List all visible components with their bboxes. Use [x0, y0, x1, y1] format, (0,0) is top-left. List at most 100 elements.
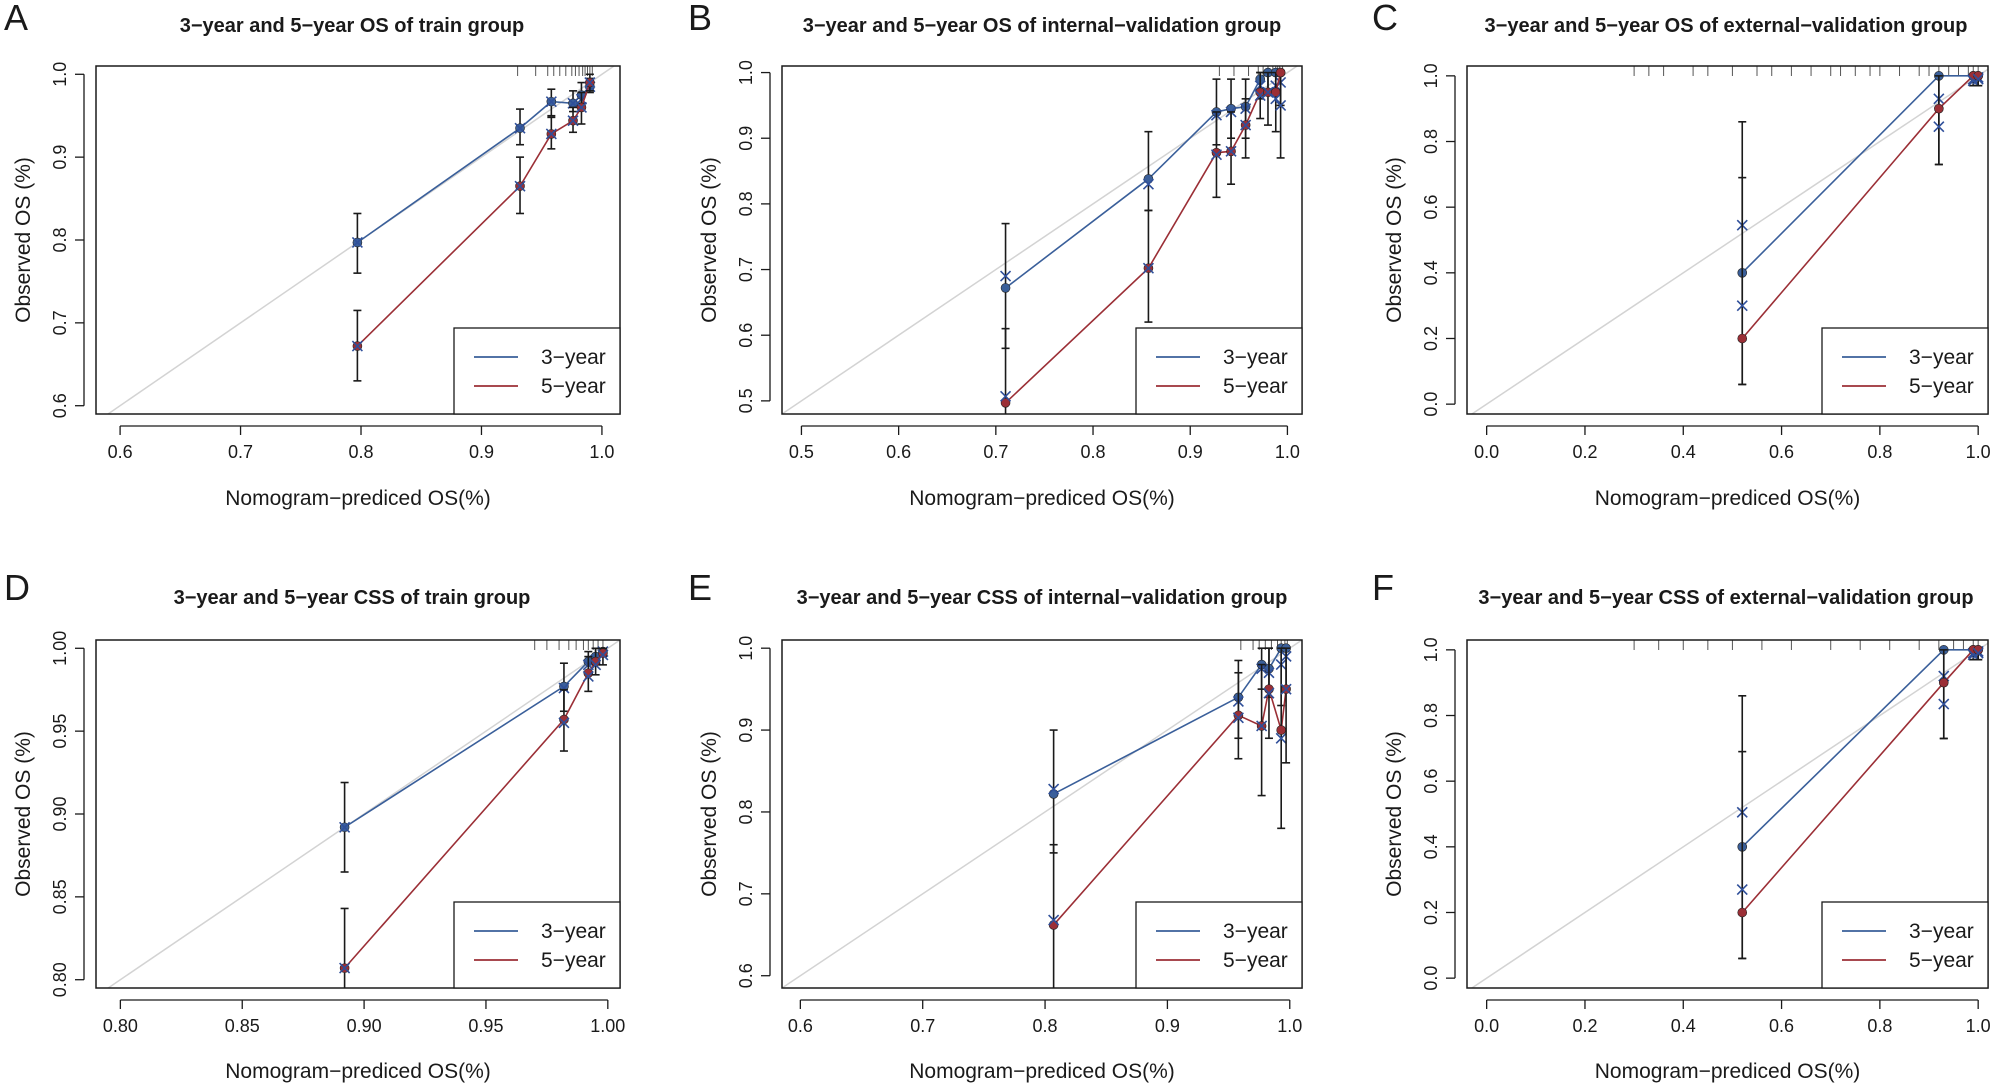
legend-label: 5−year: [1909, 375, 1974, 398]
bootstrap-marker: [999, 390, 1012, 402]
bootstrap-marker: [1270, 93, 1282, 105]
bootstrap-marker: [567, 115, 579, 127]
ideal-diagonal: [782, 640, 1302, 988]
bootstrap-marker: [545, 96, 557, 108]
bootstrap-marker: [1275, 99, 1287, 111]
x-tick-label: 0.80: [103, 1016, 138, 1036]
observed-point: [1276, 725, 1286, 735]
x-axis-label: Nomogram−prediced OS(%): [225, 1060, 491, 1083]
panel-letter: D: [4, 567, 30, 608]
legend-label: 5−year: [1223, 949, 1288, 972]
x-tick-label: 0.4: [1671, 442, 1696, 462]
panel-letter: B: [688, 0, 712, 38]
y-tick-label: 0.7: [736, 881, 756, 906]
observed-point: [583, 668, 594, 678]
observed-point: [1737, 907, 1748, 918]
x-tick-label: 1.00: [590, 1016, 625, 1036]
chart-title: 3−year and 5−year OS of train group: [180, 15, 525, 37]
y-tick-label: 1.0: [1421, 63, 1441, 88]
plot-frame: [1466, 639, 1989, 989]
panel-letter: F: [1372, 567, 1394, 608]
observed-point: [1048, 789, 1059, 799]
bootstrap-marker: [1210, 149, 1223, 161]
bootstrap-marker: [1256, 720, 1268, 732]
x-tick-label: 1.0: [1277, 1016, 1302, 1036]
y-tick-label: 0.4: [1421, 834, 1441, 859]
bootstrap-marker: [567, 97, 579, 109]
x-tick-label: 0.5: [789, 442, 814, 462]
y-tick-label: 0.9: [736, 718, 756, 743]
y-tick-label: 0.0: [1421, 392, 1441, 417]
legend-label: 3−year: [541, 920, 606, 943]
y-tick-label: 0.2: [1421, 326, 1441, 351]
legend-box: [1821, 327, 1989, 415]
bootstrap-marker: [575, 101, 588, 113]
observed-point: [1938, 677, 1949, 688]
y-tick-label: 0.9: [50, 145, 70, 170]
x-tick-label: 0.6: [788, 1016, 813, 1036]
y-tick-label: 0.0: [1421, 966, 1441, 991]
plot-frame: [781, 639, 1303, 989]
observed-point: [1233, 710, 1244, 721]
y-tick-label: 0.90: [50, 796, 70, 831]
chart-title: 3−year and 5−year OS of external−validat…: [1485, 15, 1968, 37]
x-tick-label: 0.8: [1867, 1016, 1892, 1036]
y-tick-label: 0.85: [50, 879, 70, 914]
bootstrap-marker: [582, 670, 594, 683]
bootstrap-marker: [514, 180, 526, 192]
y-tick-label: 1.0: [736, 60, 756, 85]
observed-point: [1000, 283, 1011, 293]
series-line-5year: [356, 82, 591, 347]
bootstrap-marker: [1280, 683, 1292, 695]
y-tick-label: 0.6: [736, 323, 756, 348]
x-tick-label: 0.8: [1033, 1016, 1058, 1036]
x-axis-label: Nomogram−prediced OS(%): [1595, 1060, 1861, 1083]
x-tick-label: 0.6: [1769, 1016, 1794, 1036]
y-axis-label: Observed OS (%): [1383, 731, 1406, 897]
legend-box: [1135, 901, 1303, 989]
panel-a: A 3−year and 5−year OS of train group 0.6 0…: [4, 0, 621, 510]
x-tick-label: 0.8: [1867, 442, 1892, 462]
bootstrap-marker: [999, 270, 1012, 282]
ideal-diagonal: [1471, 68, 1988, 414]
bootstrap-marker: [1933, 121, 1945, 133]
x-tick-label: 0.9: [469, 442, 494, 462]
y-tick-label: 0.5: [736, 388, 756, 413]
plot-area: [782, 66, 1298, 414]
plot-frame: [95, 639, 621, 989]
legend: 3−year 5−year: [1135, 327, 1303, 415]
bootstrap-marker: [1142, 178, 1154, 190]
plot-area: [107, 640, 620, 988]
bootstrap-marker: [558, 717, 570, 729]
series-line-5year: [1741, 75, 1979, 340]
observed-point: [1737, 333, 1748, 344]
y-axis-label: Observed OS (%): [12, 157, 35, 323]
panel-b: B 3−year and 5−year OS of internal−valida…: [688, 0, 1303, 510]
panel-letter: A: [4, 0, 28, 38]
y-tick-label: 0.7: [736, 257, 756, 282]
bootstrap-marker: [1736, 883, 1748, 896]
y-tick-label: 0.4: [1421, 260, 1441, 285]
bootstrap-marker: [1232, 712, 1244, 724]
y-axis-label: Observed OS (%): [1383, 157, 1406, 323]
legend-label: 3−year: [541, 346, 606, 369]
observed-point: [1973, 645, 1983, 655]
legend: 3−year 5−year: [1135, 901, 1303, 989]
chart-title: 3−year and 5−year CSS of internal−valida…: [797, 587, 1288, 609]
x-tick-label: 0.4: [1671, 1016, 1696, 1036]
x-tick-label: 0.0: [1474, 442, 1499, 462]
legend-box: [453, 901, 621, 989]
legend-label: 3−year: [1909, 346, 1974, 369]
x-tick-label: 0.9: [1178, 442, 1203, 462]
y-tick-label: 1.0: [736, 636, 756, 661]
bootstrap-marker: [1262, 86, 1274, 98]
y-tick-label: 0.9: [736, 126, 756, 151]
x-tick-label: 0.7: [228, 442, 253, 462]
bootstrap-marker: [1240, 119, 1252, 131]
x-tick-label: 1.0: [1966, 442, 1991, 462]
legend-label: 3−year: [1223, 346, 1288, 369]
bootstrap-marker: [1142, 262, 1154, 274]
x-tick-label: 0.90: [347, 1016, 382, 1036]
bootstrap-marker: [339, 962, 351, 974]
